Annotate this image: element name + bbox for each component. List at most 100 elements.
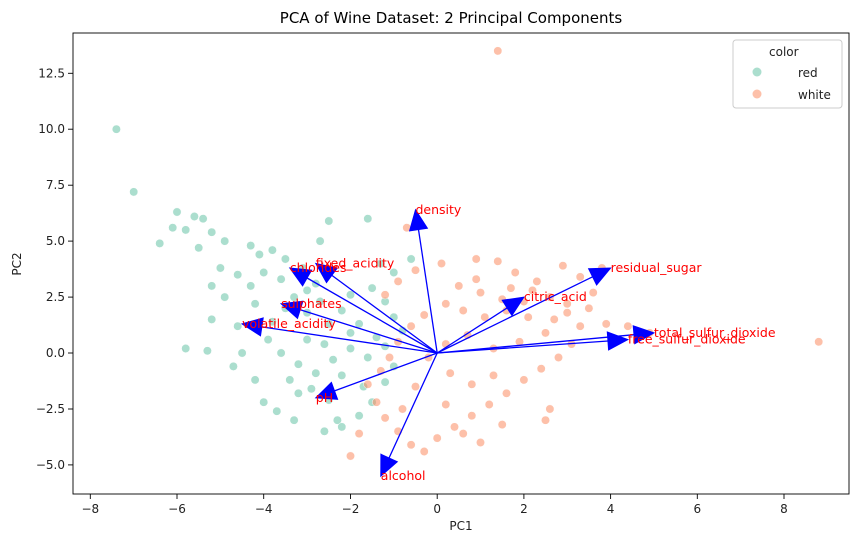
point-red [198,214,208,224]
point-white [541,415,550,425]
point-red [367,283,377,293]
point-red [233,321,243,331]
point-red [319,426,329,436]
loading-arrow-fixed_acidity [331,274,438,354]
point-white [562,308,572,318]
point-red [267,245,277,255]
point-red [324,319,334,329]
loading-arrow-sulphates [300,309,438,354]
point-white [467,411,477,421]
point-red [181,225,191,235]
loading-arrowhead-alcohol [380,453,399,478]
point-white [441,299,451,309]
point-white [549,314,559,324]
point-red [259,397,269,407]
point-red [207,314,217,324]
legend-marker-white [752,89,762,99]
point-white [480,312,490,322]
point-white [558,261,568,271]
point-white [385,353,394,362]
point-red [272,406,282,416]
point-white [493,256,503,266]
y-tick-label: 7.5 [46,178,65,192]
loading-arrowhead-pH [314,381,339,400]
point-red [111,124,121,134]
point-red [228,361,238,371]
legend-marker-red [752,67,762,77]
point-red [306,384,316,394]
point-red [346,290,355,300]
point-red [346,328,355,338]
x-tick-label: −2 [342,502,360,516]
point-white [454,281,464,291]
loading-arrow-total_sulfur_dioxide [437,334,635,354]
point-red [324,216,334,226]
point-white [380,290,390,300]
point-red [280,254,290,264]
loading-arrow-citric_acid [436,307,508,354]
point-white [406,321,416,331]
x-tick-label: −8 [81,502,99,516]
point-red [237,348,247,358]
point-white [489,370,498,380]
point-white [398,404,407,414]
loading-label-volatile_acidity: volatile_acidity [242,316,336,331]
point-white [393,276,403,286]
chart-title: PCA of Wine Dataset: 2 Principal Compone… [280,9,623,27]
point-white [497,420,507,430]
point-red [250,299,260,309]
legend-label-white: white [798,88,831,102]
x-tick-label: 0 [433,502,441,516]
point-red [293,359,303,369]
point-red [172,207,182,217]
point-red [285,375,295,385]
point-red [220,236,230,246]
loading-arrowhead-citric_acid [501,296,525,317]
y-tick-label: −5.0 [36,458,65,472]
point-red [319,339,329,349]
loading-arrow-residual_sugar [436,276,593,354]
y-tick-label: −2.5 [36,402,65,416]
point-white [411,382,420,392]
legend-label-red: red [798,66,818,80]
point-white [467,379,477,389]
point-red [250,375,260,385]
point-white [471,274,481,284]
loading-arrowhead-sulphates [279,300,304,320]
loading-label-alcohol: alcohol [381,468,426,483]
point-red [259,268,269,277]
point-white [380,413,390,423]
point-red [181,344,191,353]
point-white [502,388,511,398]
x-tick-label: 8 [780,502,788,516]
y-tick-label: 10.0 [38,122,65,136]
point-white [623,321,633,331]
point-white [450,422,459,432]
loading-arrowhead-volatile_acidity [240,317,264,337]
point-red [376,259,386,268]
point-white [536,364,546,374]
loading-arrowhead-fixed_acidity [314,262,339,284]
point-white [814,337,824,347]
point-red [389,312,399,322]
point-white [372,397,381,407]
loading-arrow-chlorides [306,277,438,354]
point-red [315,297,325,306]
loading-label-citric_acid: citric_acid [524,289,587,304]
x-tick-label: −6 [168,502,186,516]
loading-arrow-free_sulfur_dioxide [437,340,609,354]
point-white [432,433,442,443]
point-red [406,254,416,264]
point-white [471,254,481,264]
point-white [476,288,485,298]
point-white [519,375,529,385]
point-white [528,285,537,295]
point-white [419,447,429,456]
x-tick-label: 6 [693,502,701,516]
point-white [523,312,533,322]
point-white [445,368,455,378]
point-white [406,440,416,450]
point-red [363,214,373,224]
